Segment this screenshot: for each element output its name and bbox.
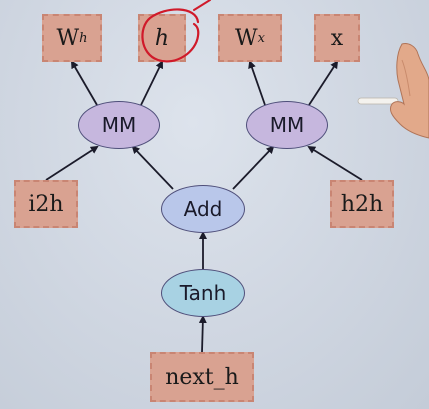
node-tanh-label: Tanh: [179, 281, 227, 305]
edge-mm_left-to-wh: [70, 60, 98, 106]
node-i2h-label: i2h: [28, 191, 64, 217]
node-mm-right-label: MM: [269, 113, 305, 137]
edge-add-to-mm_left: [131, 145, 174, 190]
edge-mm_left-to-h: [140, 60, 163, 106]
node-h-label: h: [154, 25, 170, 51]
node-wh-sub: h: [79, 30, 88, 46]
node-h2h: h2h: [330, 180, 394, 228]
node-add: Add: [161, 185, 245, 233]
node-x: x: [314, 14, 360, 62]
node-mm-left: MM: [78, 101, 160, 149]
node-next-h: next_h: [150, 352, 254, 402]
node-add-label: Add: [183, 197, 223, 221]
node-mm-left-label: MM: [101, 113, 137, 137]
node-wx-sub: x: [257, 30, 265, 46]
node-x-label: x: [330, 25, 344, 51]
edge-mm_right-to-wx: [248, 60, 266, 106]
edge-i2h-to-mm_left: [45, 145, 99, 181]
node-h2h-label: h2h: [340, 191, 384, 217]
edge-mm_right-to-x: [308, 60, 339, 106]
edge-add-to-mm_right: [232, 145, 275, 190]
edge-next_h-to-tanh: [198, 315, 207, 353]
node-wx-base: W: [235, 25, 258, 51]
node-wh-base: W: [56, 25, 80, 51]
edge-h2h-to-mm_right: [307, 145, 363, 181]
hand-holding-pen-icon: [357, 43, 429, 139]
node-next-h-label: next_h: [165, 364, 239, 390]
node-mm-right: MM: [246, 101, 328, 149]
node-tanh: Tanh: [161, 269, 245, 317]
node-i2h: i2h: [14, 180, 78, 228]
